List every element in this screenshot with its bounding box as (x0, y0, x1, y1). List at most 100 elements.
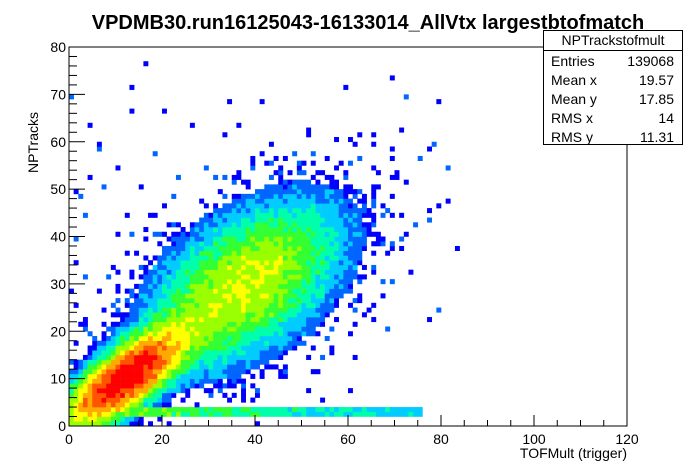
heatmap-cell (129, 369, 135, 375)
heatmap-cell (73, 364, 79, 370)
heatmap-cell (241, 217, 246, 223)
heatmap-cell (282, 255, 288, 261)
heatmap-cell (199, 307, 205, 313)
heatmap-cell (417, 411, 423, 417)
heatmap-cell (338, 274, 344, 280)
heatmap-cell (101, 383, 107, 389)
heatmap-cell (120, 340, 126, 346)
heatmap-cell (120, 369, 126, 375)
heatmap-cell (199, 274, 205, 280)
heatmap-cell (236, 364, 242, 370)
heatmap-cell (78, 392, 84, 398)
heatmap-cell (236, 222, 242, 228)
heatmap-cell (310, 264, 316, 270)
heatmap-cell (227, 331, 233, 337)
heatmap-cell (268, 293, 274, 299)
heatmap-cell (92, 364, 98, 370)
heatmap-cell (222, 321, 228, 327)
heatmap-cell (259, 350, 265, 356)
heatmap-cell (292, 269, 298, 275)
heatmap-cell (124, 302, 130, 308)
heatmap-cell (157, 231, 163, 237)
heatmap-cell (171, 312, 177, 318)
heatmap-cell (73, 378, 79, 384)
heatmap-cell (352, 236, 358, 242)
heatmap-cell (273, 260, 279, 266)
heatmap-cell (82, 383, 88, 389)
heatmap-cell (301, 184, 307, 190)
heatmap-cell (310, 326, 316, 332)
heatmap-cell (152, 369, 158, 375)
heatmap-cell (157, 359, 163, 365)
heatmap-cell (375, 411, 381, 417)
heatmap-cell (222, 335, 228, 342)
heatmap-cell (273, 283, 279, 289)
heatmap-cell (194, 321, 200, 327)
heatmap-cell (310, 321, 316, 327)
heatmap-cell (241, 208, 246, 214)
heatmap-cell (129, 317, 135, 323)
heatmap-cell (264, 331, 270, 337)
heatmap-cell (110, 407, 116, 413)
heatmap-cell (357, 245, 363, 252)
heatmap-cell (282, 321, 288, 327)
heatmap-cell (315, 298, 321, 304)
heatmap-cell (199, 321, 205, 327)
heatmap-cell (287, 250, 293, 256)
heatmap-cell (273, 312, 279, 318)
heatmap-cell (227, 236, 233, 242)
heatmap-cell (250, 279, 256, 285)
heatmap-cell (334, 193, 339, 199)
heatmap-cell (306, 127, 312, 133)
heatmap-cell (171, 340, 177, 346)
heatmap-cell (189, 373, 195, 379)
heatmap-cell (143, 326, 149, 332)
heatmap-cell (217, 293, 223, 299)
heatmap-cell (124, 402, 130, 408)
heatmap-cell (361, 227, 367, 233)
heatmap-cell (222, 312, 228, 318)
heatmap-cell (129, 307, 135, 313)
heatmap-cell (329, 255, 335, 261)
heatmap-cell (371, 407, 377, 413)
heatmap-cell (78, 321, 84, 327)
heatmap-cell (259, 335, 265, 342)
heatmap-cell (166, 274, 172, 280)
heatmap-cell (203, 264, 209, 270)
heatmap-cell (245, 260, 251, 266)
heatmap-cell (106, 335, 112, 342)
heatmap-cell (371, 184, 377, 190)
heatmap-cell (106, 402, 112, 408)
heatmap-cell (315, 170, 321, 176)
heatmap-cell (310, 222, 316, 228)
heatmap-cell (166, 222, 172, 228)
heatmap-cell (375, 236, 381, 242)
heatmap-cell (338, 293, 344, 299)
heatmap-cell (194, 345, 200, 351)
heatmap-cell (241, 222, 246, 228)
heatmap-cell (231, 208, 237, 214)
heatmap-cell (329, 279, 335, 285)
heatmap-cell (296, 264, 302, 270)
heatmap-cell (278, 189, 284, 195)
heatmap-cell (217, 255, 223, 261)
heatmap-cell (227, 373, 233, 379)
heatmap-cell (278, 288, 284, 294)
heatmap-cell (268, 193, 274, 199)
heatmap-cell (69, 411, 74, 417)
heatmap-cell (329, 260, 335, 266)
heatmap-cell (413, 411, 419, 417)
heatmap-cell (124, 369, 130, 375)
heatmap-cell (245, 198, 251, 204)
heatmap-cell (292, 407, 298, 413)
heatmap-cell (106, 373, 112, 379)
heatmap-cell (73, 407, 79, 413)
heatmap-cell (259, 279, 265, 285)
heatmap-cell (213, 373, 219, 379)
heatmap-cell (273, 208, 279, 214)
heatmap-cell (152, 307, 158, 313)
heatmap-cell (171, 288, 177, 294)
heatmap-cell (115, 392, 121, 398)
heatmap-cell (310, 174, 316, 180)
heatmap-cell (264, 160, 270, 166)
